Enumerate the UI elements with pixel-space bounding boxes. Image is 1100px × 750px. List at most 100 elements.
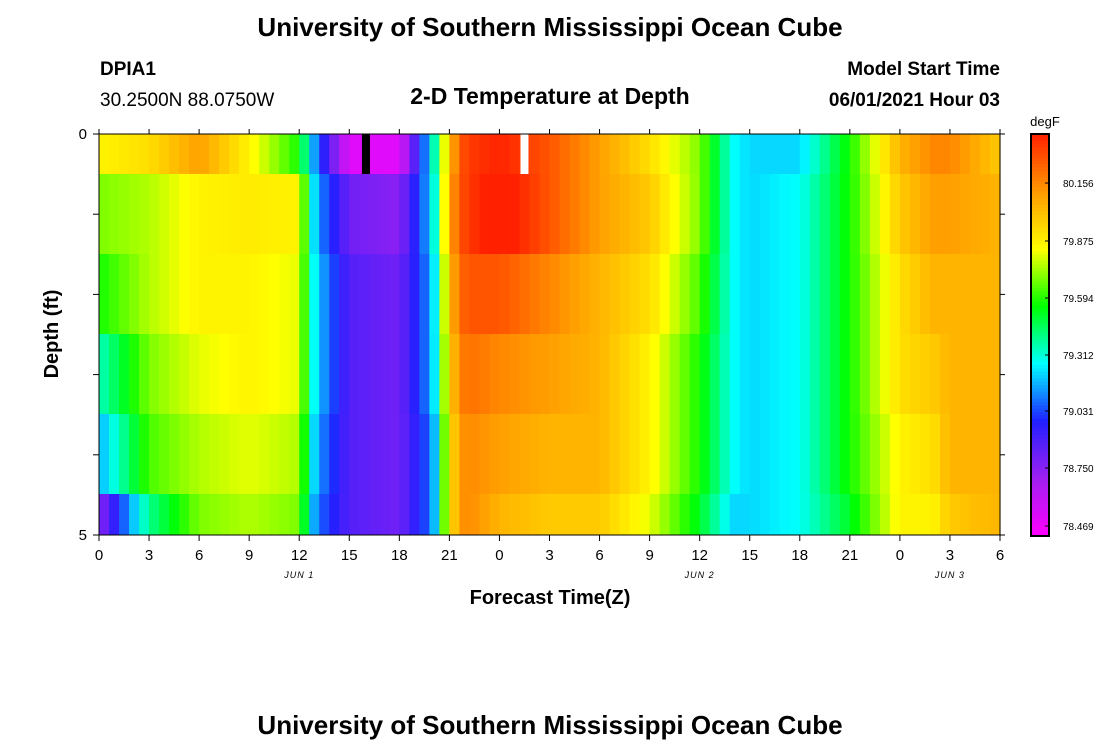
model-start-label: Model Start Time	[847, 59, 1000, 80]
colorbar-swatch	[1031, 254, 1049, 259]
page-title: University of Southern Mississippi Ocean…	[257, 12, 842, 42]
heatmap-cell	[429, 134, 440, 174]
heatmap-cell	[649, 414, 661, 494]
x-axis-label: Forecast Time(Z)	[470, 587, 631, 609]
heatmap-cell	[929, 174, 941, 254]
heatmap-cell	[169, 334, 180, 414]
heatmap-cell	[849, 414, 861, 494]
colorbar-swatch	[1031, 197, 1049, 202]
heatmap-cell	[529, 334, 541, 414]
heatmap-cell	[579, 334, 591, 414]
heatmap-cell	[119, 254, 130, 334]
heatmap-cell	[99, 174, 110, 254]
heatmap-cell	[329, 334, 340, 414]
colorbar-swatch	[1031, 512, 1049, 517]
heatmap-cell	[349, 174, 360, 254]
colorbar-swatch	[1031, 147, 1049, 152]
heatmap-cell	[299, 334, 310, 414]
colorbar-swatch	[1031, 214, 1049, 219]
heatmap-cell	[699, 134, 711, 174]
heatmap-cell	[709, 414, 721, 494]
heatmap-cell	[349, 414, 360, 494]
heatmap-cell	[449, 174, 460, 254]
heatmap-cell	[189, 254, 200, 334]
heatmap-cell	[969, 174, 981, 254]
heatmap-cell	[599, 334, 611, 414]
heatmap-cell	[759, 494, 771, 535]
colorbar-swatch	[1031, 495, 1049, 500]
heatmap-cell	[539, 414, 551, 494]
colorbar-swatch	[1031, 485, 1049, 490]
heatmap-cell	[869, 494, 881, 535]
colorbar-swatch	[1031, 378, 1049, 383]
colorbar-swatch	[1031, 515, 1049, 520]
heatmap-cell	[929, 334, 941, 414]
heatmap-cell	[919, 174, 931, 254]
heatmap-cell	[729, 494, 741, 535]
heatmap-cell	[569, 254, 581, 334]
heatmap-cell	[879, 134, 891, 174]
colorbar-frame	[1030, 133, 1050, 537]
y-tick-label: 0	[79, 126, 87, 143]
heatmap-cell	[149, 334, 160, 414]
colorbar-label: 78.750	[1063, 464, 1094, 475]
heatmap-cell	[939, 134, 951, 174]
colorbar-swatch	[1031, 304, 1049, 309]
heatmap-cell	[749, 134, 761, 174]
y-tick-label: 5	[79, 527, 87, 544]
station-coords: 30.2500N 88.0750W	[100, 90, 274, 111]
heatmap-cell	[949, 134, 961, 174]
heatmap-cell	[149, 174, 160, 254]
heatmap-cell	[629, 174, 641, 254]
heatmap-cell	[709, 494, 721, 535]
heatmap-cell	[909, 254, 921, 334]
colorbar-swatch	[1031, 479, 1049, 483]
heatmap-cell	[579, 494, 591, 535]
colorbar-swatch	[1031, 502, 1049, 507]
heatmap-cell	[829, 174, 841, 254]
heatmap-cell	[279, 174, 290, 254]
heatmap-cell	[479, 134, 491, 174]
heatmap-cell	[469, 334, 481, 414]
heatmap-cell	[479, 174, 491, 254]
heatmap-cell	[749, 174, 761, 254]
heatmap-cell	[219, 494, 230, 535]
colorbar-swatch	[1031, 489, 1049, 494]
colorbar-swatch	[1031, 345, 1049, 349]
heatmap-cell	[349, 494, 360, 535]
heatmap-cell	[709, 174, 721, 254]
colorbar-swatch	[1031, 140, 1049, 145]
heatmap-cell	[729, 254, 741, 334]
heatmap-cell	[309, 174, 320, 254]
colorbar-swatch	[1031, 137, 1049, 142]
heatmap-cell	[259, 414, 270, 494]
colorbar-swatch	[1031, 180, 1049, 185]
heatmap-cell	[529, 494, 541, 535]
heatmap-cell	[469, 174, 481, 254]
heatmap-cell	[809, 494, 821, 535]
colorbar-swatch	[1031, 432, 1049, 437]
colorbar-swatch	[1031, 177, 1049, 182]
colorbar-swatch	[1031, 170, 1049, 175]
heatmap-cell	[909, 494, 921, 535]
heatmap-cell	[169, 174, 180, 254]
heatmap-cell	[289, 134, 300, 174]
heatmap-cell	[779, 414, 791, 494]
heatmap-cell	[669, 414, 681, 494]
heatmap-cell	[239, 134, 250, 174]
colorbar-swatch	[1031, 211, 1049, 215]
heatmap-cell	[529, 174, 541, 254]
heatmap-cell	[259, 134, 270, 174]
heatmap-cell	[759, 334, 771, 414]
heatmap-cell	[889, 334, 901, 414]
heatmap-cell	[219, 334, 230, 414]
heatmap-cell	[369, 494, 380, 535]
colorbar-swatch	[1031, 234, 1049, 239]
heatmap-cell	[559, 414, 571, 494]
heatmap-cell	[499, 334, 511, 414]
heatmap-cell	[639, 174, 651, 254]
heatmap-cell	[379, 174, 390, 254]
heatmap-cell	[679, 414, 691, 494]
heatmap-cell	[909, 334, 921, 414]
